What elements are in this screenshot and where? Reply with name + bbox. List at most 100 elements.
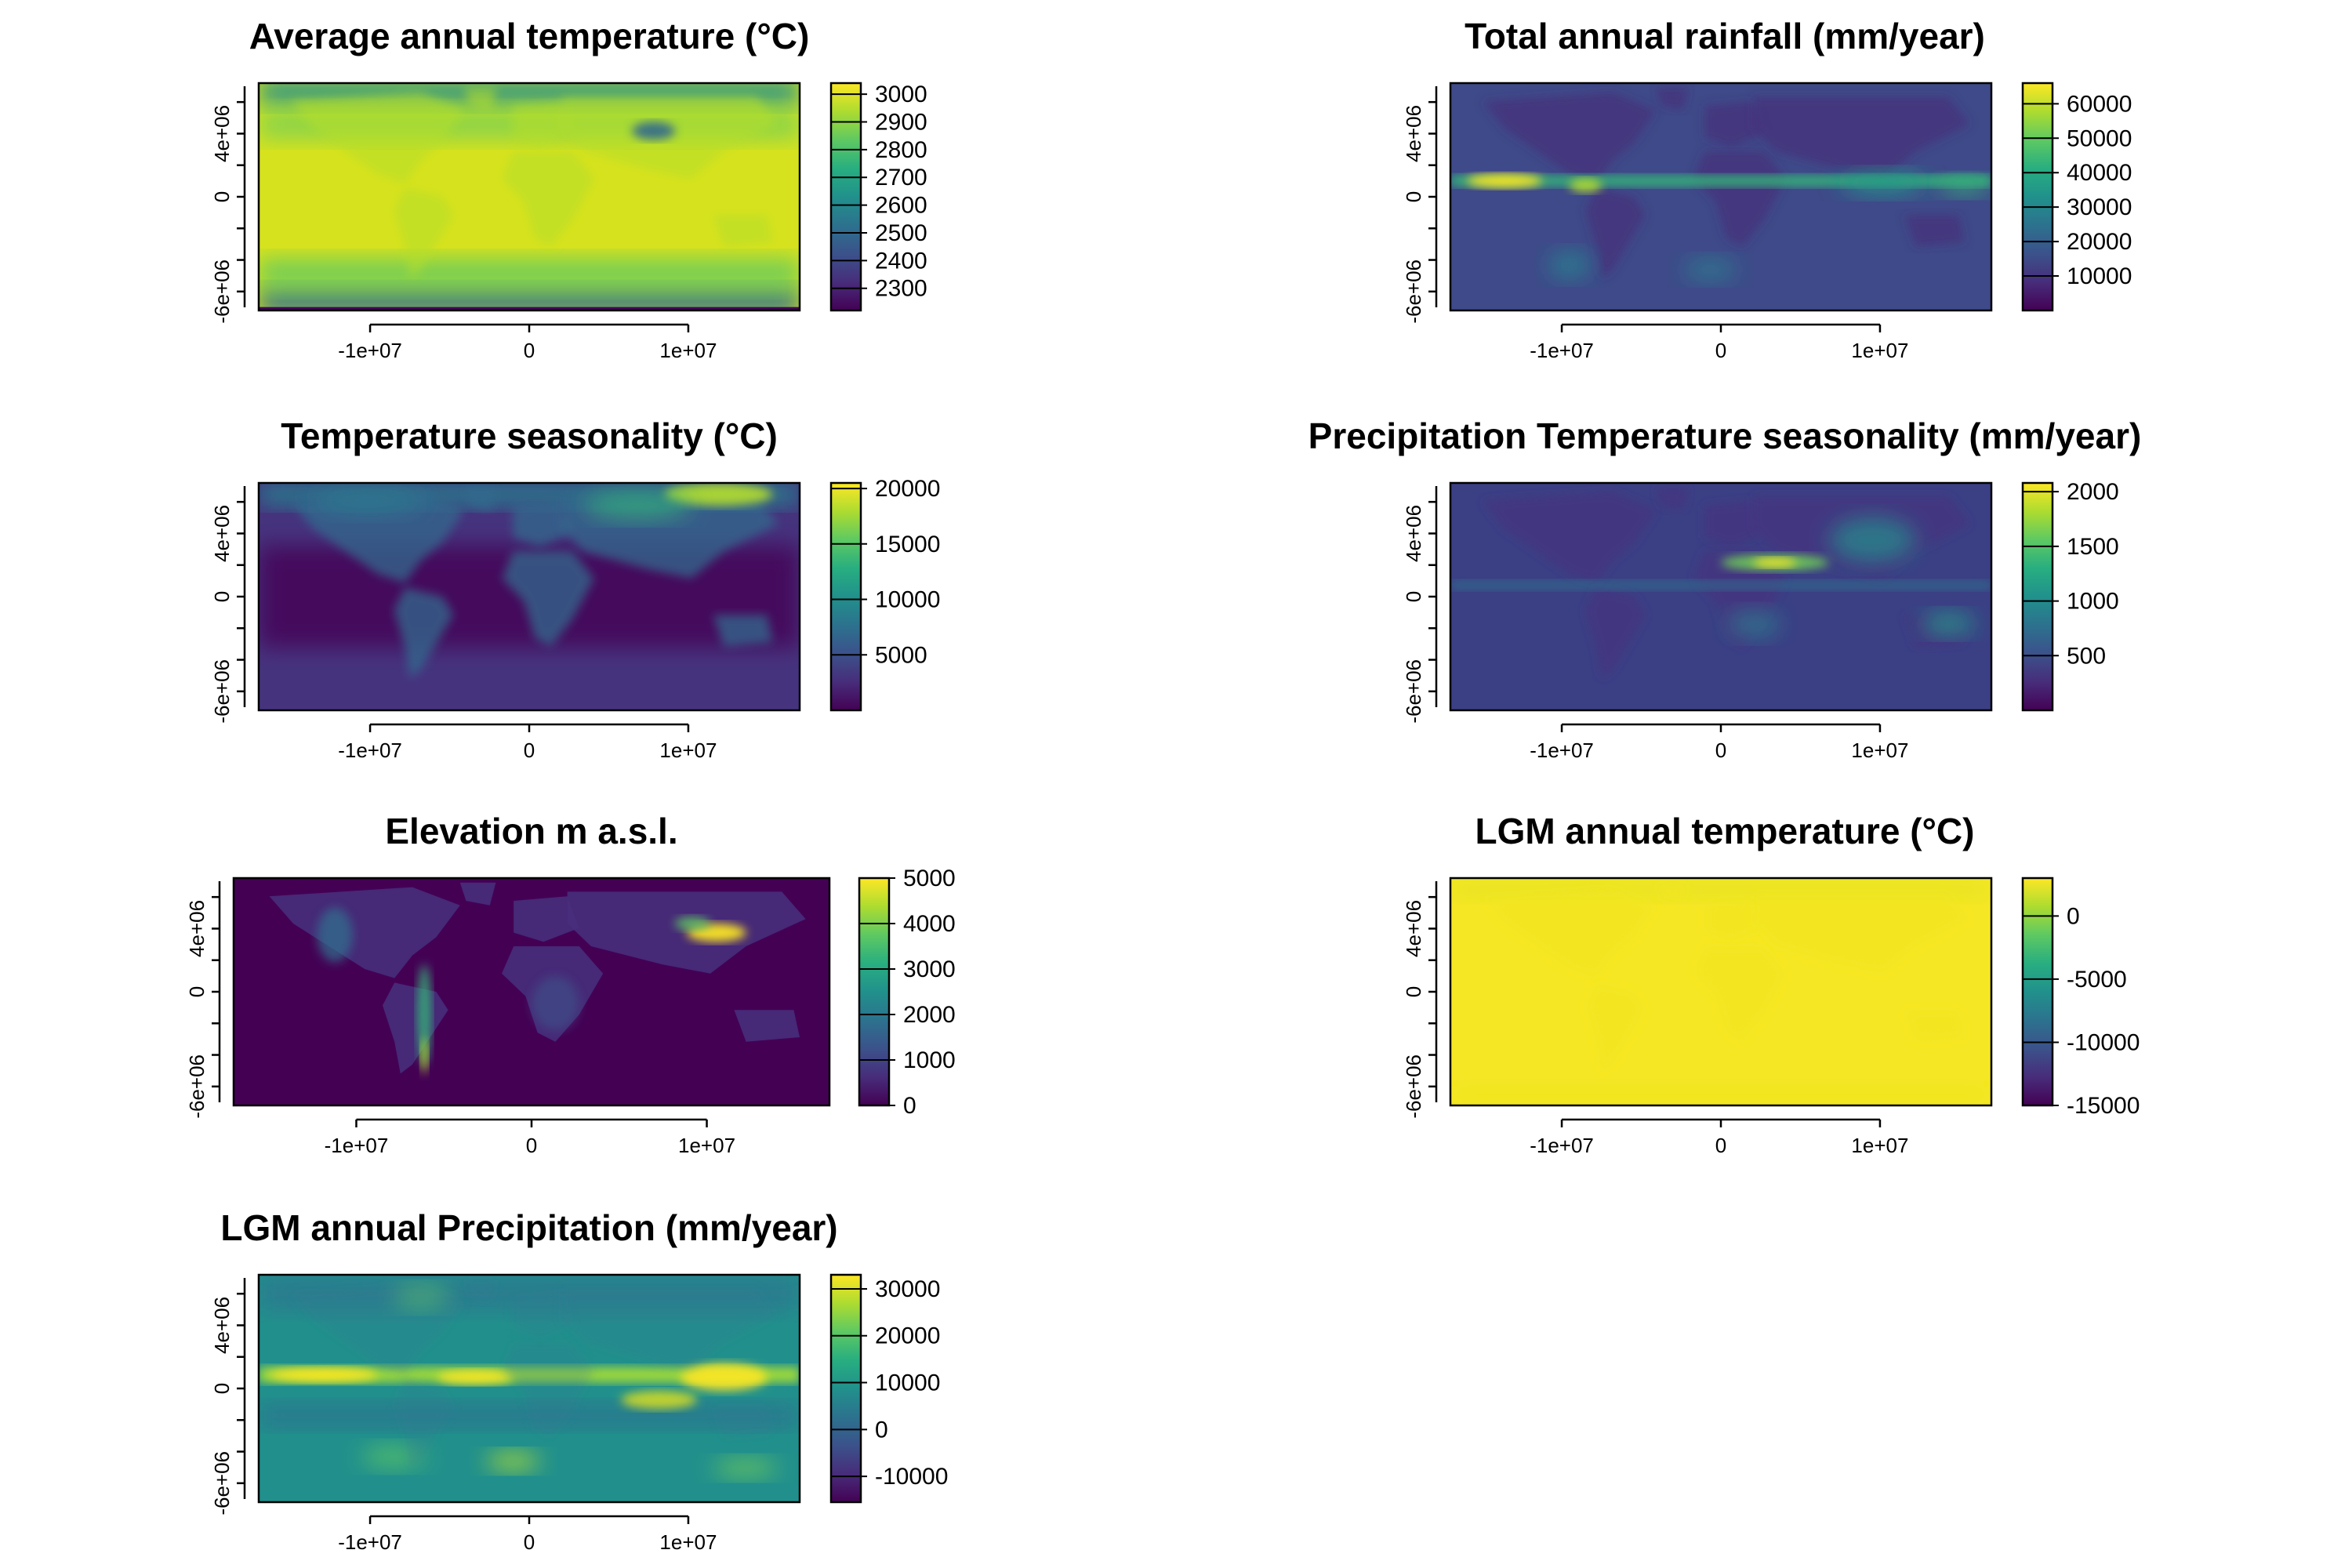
field-blob [632, 122, 676, 140]
colorbar-tick-label: 10000 [875, 587, 940, 613]
landmass-africa [502, 1343, 594, 1439]
landmass-asia [1753, 96, 1970, 179]
field-blob [269, 1367, 378, 1382]
landmass-africa [1693, 551, 1786, 647]
panel-title: Total annual rainfall (mm/year) [1465, 16, 1985, 56]
field-blob [1726, 610, 1780, 638]
landmass-greenland [459, 882, 496, 906]
colorbar-tick-label: 3000 [875, 82, 927, 107]
x-tick-label: 0 [524, 339, 535, 362]
colorbar-tick-label: 2600 [875, 193, 927, 219]
colorbar-tick-label: 2900 [875, 110, 927, 136]
field-band [259, 258, 800, 290]
y-tick-label: 4e+06 [185, 900, 209, 957]
panel-lgm-annual-temperature: LGM annual temperature (°C) -1e+07 0 1e+07 -… [1402, 811, 2140, 1157]
field-band [259, 288, 800, 310]
landmass-asia [561, 96, 779, 179]
panel-title: Temperature seasonality (°C) [281, 416, 778, 456]
y-tick-label: 4e+06 [1402, 505, 1425, 562]
colorbar-tick-label: 60000 [2067, 91, 2132, 117]
landmass-northAmerica [1483, 492, 1657, 583]
colorbar-tick-label: -10000 [2067, 1029, 2140, 1055]
field-blob [532, 975, 579, 1031]
panel-title: Elevation m a.s.l. [385, 811, 677, 851]
y-tick-label: 4e+06 [210, 1297, 234, 1354]
x-tick-label: 0 [1715, 1134, 1726, 1157]
landmass-europe [1704, 501, 1765, 547]
map-frame [232, 877, 831, 1107]
field-blob [681, 1363, 768, 1391]
colorbar-tick-label: 20000 [875, 1323, 940, 1349]
y-tick-label: -6e+06 [185, 1054, 209, 1119]
landmass-northAmerica [1483, 92, 1657, 183]
panel-total-annual-rainfall: Total annual rainfall (mm/year) -1e+07 0 1e… [1402, 16, 2132, 362]
landmass-northAmerica [1483, 887, 1657, 978]
colorbar-tick-label: -15000 [2067, 1093, 2140, 1119]
landmass-europe [1704, 896, 1765, 942]
field-blob [674, 916, 710, 931]
x-tick-label: 0 [524, 1530, 535, 1554]
colorbar-tick-label: 2000 [903, 1002, 956, 1028]
field-blob [1839, 172, 1927, 195]
landmass-greenland [1656, 487, 1689, 510]
y-tick-label: 0 [1402, 591, 1425, 602]
landmass-europe [513, 1293, 573, 1339]
x-tick-label: -1e+07 [338, 1530, 402, 1554]
landmass-southAmerica [1585, 982, 1646, 1074]
landmass-europe [1704, 101, 1765, 147]
y-tick-label: 0 [210, 591, 234, 602]
y-tick-label: 0 [210, 191, 234, 202]
colorbar-tick-label: 5000 [875, 642, 927, 668]
map-frame [257, 1273, 801, 1504]
landmass-southAmerica [1585, 187, 1646, 279]
colorbar-tick-label: 3000 [903, 956, 956, 982]
colorbar-tick-label: 10000 [2067, 263, 2132, 289]
colorbar [2021, 877, 2054, 1107]
landmass-greenland [1656, 87, 1689, 111]
map-frame [257, 82, 801, 312]
y-tick-label: 4e+06 [1402, 900, 1425, 957]
map-raster [259, 1275, 800, 1502]
x-tick-label: -1e+07 [338, 339, 402, 362]
landmass-greenland [464, 87, 497, 111]
colorbar-tick-label: 30000 [2067, 194, 2132, 220]
panel-title: LGM annual temperature (°C) [1475, 811, 1975, 851]
landmass-northAmerica [291, 92, 465, 183]
field-blob [485, 1452, 540, 1471]
y-tick-label: 0 [210, 1383, 234, 1394]
colorbar-tick-label: 20000 [875, 476, 940, 502]
landmass-africa [1693, 946, 1786, 1042]
colorbar-tick-label: 2400 [875, 248, 927, 274]
field-blob [1753, 557, 1797, 568]
field-band [259, 307, 800, 310]
map-raster [1450, 83, 1991, 310]
landmass-australia [1904, 215, 1965, 247]
colorbar-tick-label: 40000 [2067, 160, 2132, 186]
landmass-asia [561, 1288, 779, 1370]
landmass-asia [1753, 891, 1970, 974]
landmass-southAmerica [1585, 587, 1646, 679]
field-blob [1569, 178, 1602, 193]
colorbar [2021, 481, 2054, 712]
colorbar-tick-label: 10000 [875, 1370, 940, 1396]
map-raster [1450, 878, 1991, 1105]
x-tick-label: -1e+07 [1530, 339, 1594, 362]
panel-title: Precipitation Temperature seasonality (m… [1308, 416, 2142, 456]
landmass-australia [734, 1010, 800, 1042]
x-tick-label: 0 [1715, 739, 1726, 762]
colorbar-tick-label: 0 [903, 1093, 916, 1119]
field-blob [317, 907, 354, 963]
colorbar [2021, 82, 2054, 312]
y-tick-label: -6e+06 [210, 1451, 234, 1515]
map-raster [1450, 483, 1991, 710]
landmass-australia [713, 615, 773, 647]
landmass-greenland [1656, 882, 1689, 906]
colorbar [829, 1273, 862, 1504]
y-tick-label: 4e+06 [210, 505, 234, 562]
map-raster [259, 483, 800, 710]
y-tick-label: 0 [185, 986, 209, 997]
field-band [1450, 1084, 1991, 1104]
x-tick-label: -1e+07 [338, 739, 402, 762]
colorbar-tick-label: 1000 [2067, 589, 2119, 615]
y-tick-label: -6e+06 [210, 659, 234, 724]
